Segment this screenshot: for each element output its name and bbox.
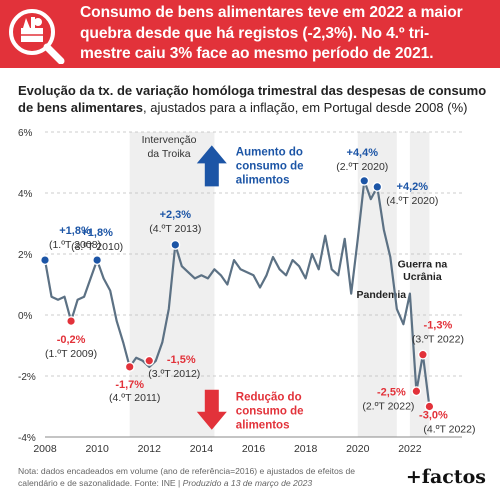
footnote-source: calendário e de sazonalidade. Fonte: INE… <box>18 477 183 488</box>
y-tick-label: -4% <box>18 433 36 444</box>
point-period-label: (2.ºT 2020) <box>336 161 388 173</box>
brand-logo: +factos <box>405 466 486 488</box>
highlight-point <box>424 401 435 412</box>
highlight-point <box>66 316 77 327</box>
point-period-label: (3.ºT 2012) <box>148 368 200 380</box>
increase-annotation-line: Aumento do <box>236 146 303 158</box>
point-value-label: -1,3% <box>424 320 453 332</box>
point-value-label: -1,7% <box>115 379 144 391</box>
subtitle-normal: , ajustados para a inflação, em Portugal… <box>143 100 468 115</box>
x-tick-label: 2014 <box>190 443 214 455</box>
decrease-annotation-line: Redução do <box>236 392 302 404</box>
down-arrow-icon <box>196 389 227 430</box>
chart-subtitle: Evolução da tx. de variação homóloga tri… <box>18 82 488 116</box>
point-value-label: +4,2% <box>397 181 429 193</box>
period-label-pandemia: Pandemia <box>356 289 406 301</box>
subtitle-bold: Evolução da tx. de variação homóloga tri… <box>18 83 487 115</box>
y-tick-label: 6% <box>18 128 33 139</box>
up-arrow-icon <box>196 145 227 187</box>
increase-annotation-line: consumo de <box>236 160 304 172</box>
y-tick-label: -2% <box>18 372 36 383</box>
banner-line-3: mestre caiu 3% face ao mesmo período de … <box>80 45 434 62</box>
point-period-label: (3.ºT 2010) <box>71 241 123 253</box>
point-period-label: (4.ºT 2020) <box>386 195 438 207</box>
highlight-point <box>170 239 181 250</box>
highlight-point <box>92 255 103 266</box>
y-tick-label: 4% <box>18 189 33 200</box>
footnote-line-2: calendário e de sazonalidade. Fonte: INE… <box>18 478 378 490</box>
footnote: Nota: dados encadeados em volume (ano de… <box>18 466 378 489</box>
point-value-label: -3,0% <box>419 410 448 422</box>
magnifier-grocery-icon <box>9 9 65 64</box>
highlight-point <box>417 349 428 360</box>
point-period-label: (4.ºT 2022) <box>423 424 475 436</box>
point-value-label: +2,3% <box>160 209 192 221</box>
header-banner: Consumo de bens alimentares teve em 2022… <box>0 0 500 68</box>
line-chart: 6% 4% 2% 0% -2% -4%2008 2010 2012 2014 2016 2018 20… <box>18 128 475 455</box>
footnote-line-1: Nota: dados encadeados em volume (ano de… <box>18 466 356 476</box>
y-tick-label: 2% <box>18 250 33 261</box>
point-period-label: (1.ºT 2008) <box>49 239 101 251</box>
banner-headline: Consumo de bens alimentares teve em 2022… <box>80 3 494 65</box>
point-period-label: (4.ºT 2013) <box>149 223 201 235</box>
point-value-label: -1,5% <box>167 354 196 366</box>
x-tick-label: 2016 <box>242 443 266 455</box>
decrease-annotation-line: alimentos <box>236 420 290 432</box>
x-tick-label: 2008 <box>33 443 57 455</box>
period-label-guerra: Guerra na <box>398 259 448 271</box>
x-tick-label: 2020 <box>346 443 370 455</box>
highlight-point <box>40 255 51 266</box>
period-label-guerra-2: Ucrânia <box>403 271 442 283</box>
highlight-point <box>144 355 155 366</box>
point-value-label: +1,8% <box>59 225 91 237</box>
increase-annotation-line: alimentos <box>236 174 290 186</box>
banner-line-2: quebra desde que há registos (-2,3%). No… <box>80 24 430 42</box>
x-tick-label: 2010 <box>85 443 109 455</box>
point-period-label: (2.ºT 2022) <box>362 400 414 412</box>
banner-line-1: Consumo de bens alimentares teve em 2022… <box>80 4 463 21</box>
x-tick-label: 2022 <box>398 443 422 455</box>
highlight-point <box>359 175 370 186</box>
point-period-label: (1.ºT 2009) <box>45 348 97 360</box>
highlight-point <box>372 181 383 192</box>
x-tick-label: 2018 <box>294 443 318 455</box>
point-period-label: (3.ºT 2022) <box>412 334 464 346</box>
point-value-label: -0,2% <box>57 334 86 346</box>
point-period-label: (4.ºT 2011) <box>109 392 160 404</box>
period-label-troika-2: da Troika <box>147 148 190 160</box>
x-tick-label: 2012 <box>138 443 162 455</box>
point-value-label: +4,4% <box>347 147 379 159</box>
point-value-label: -2,5% <box>377 386 406 398</box>
point-value-label: +1,8% <box>81 227 113 239</box>
y-tick-label: 0% <box>18 311 33 322</box>
footnote-date: Produzido a 13 de março de 2023 <box>182 477 313 488</box>
period-label-troika: Intervenção <box>142 134 197 146</box>
decrease-annotation-line: consumo de <box>236 406 304 418</box>
highlight-point <box>411 386 422 397</box>
highlight-point <box>124 361 135 372</box>
